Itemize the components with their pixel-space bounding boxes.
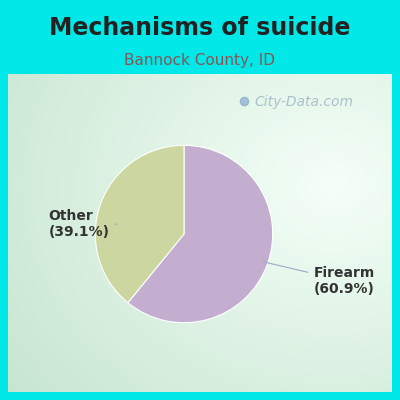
Text: Mechanisms of suicide: Mechanisms of suicide	[49, 16, 351, 40]
Text: Other
(39.1%): Other (39.1%)	[48, 209, 117, 239]
Wedge shape	[128, 145, 273, 323]
Text: City-Data.com: City-Data.com	[255, 94, 354, 108]
Wedge shape	[95, 145, 184, 303]
Text: Firearm
(60.9%): Firearm (60.9%)	[263, 262, 375, 296]
Text: Bannock County, ID: Bannock County, ID	[124, 53, 276, 68]
